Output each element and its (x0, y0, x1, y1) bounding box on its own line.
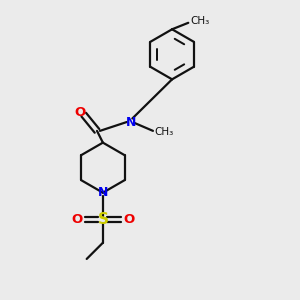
Text: CH₃: CH₃ (190, 16, 210, 26)
Text: N: N (98, 186, 108, 199)
Text: O: O (75, 106, 86, 119)
Text: CH₃: CH₃ (154, 127, 174, 137)
Text: S: S (98, 212, 108, 227)
Text: O: O (71, 213, 82, 226)
Text: O: O (123, 213, 134, 226)
Text: N: N (126, 116, 136, 128)
